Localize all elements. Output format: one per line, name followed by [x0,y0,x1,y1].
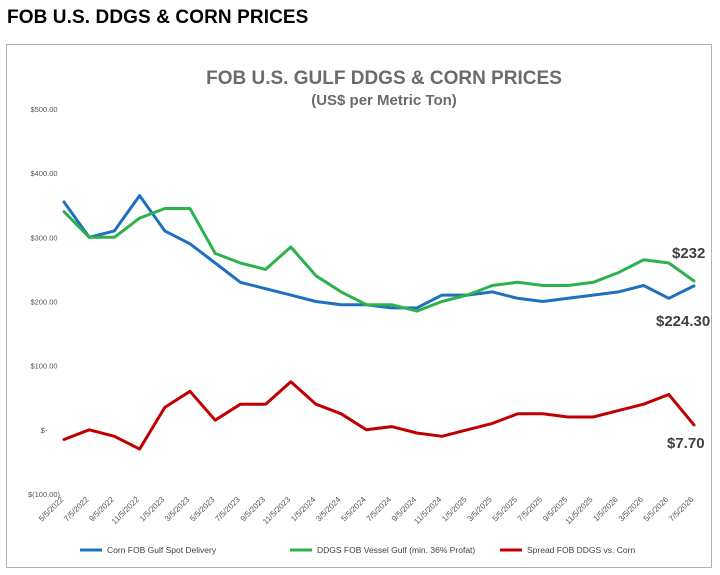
x-tick-label: 3/5/2025 [465,495,494,524]
y-tick-label: $(100.00) [28,490,61,499]
y-tick-label: $- [41,426,48,435]
x-tick-label: 5/5/2023 [188,495,217,524]
x-tick-label: 11/5/2025 [564,495,595,526]
x-tick-label: 11/5/2022 [110,495,141,526]
x-tick-label: 11/5/2024 [412,495,443,526]
x-tick-label: 1/5/2023 [138,495,167,524]
x-tick-label: 3/5/2023 [163,495,192,524]
x-tick-label: 1/5/2025 [440,495,469,524]
x-tick-label: 3/5/2024 [314,495,343,524]
legend-entry: DDGS FOB Vessel Gulf (min. 36% Profat) [317,545,475,555]
spread-end-label: $7.70 [667,435,705,452]
x-tick-label: 11/5/2023 [261,495,292,526]
series-line-2 [62,380,696,451]
corn-end-label: $224.30 [656,313,710,330]
x-tick-label: 7/5/2023 [213,495,242,524]
y-tick-label: $200.00 [30,298,57,307]
x-tick-label: 1/5/2024 [289,495,318,524]
series-lines [62,194,696,451]
legend-entry: Corn FOB Gulf Spot Delivery [107,545,217,555]
x-tick-label: 7/5/2022 [62,495,91,524]
legend: Corn FOB Gulf Spot Delivery DDGS FOB Vess… [80,545,635,555]
y-axis: $(100.00) $- $100.00 $200.00 $300.00 $400.00 $… [28,105,61,499]
y-tick-label: $400.00 [30,169,57,178]
chart-title: FOB U.S. GULF DDGS & CORN PRICES [206,68,562,89]
page-heading: FOB U.S. DDGS & CORN PRICES [7,7,309,28]
x-tick-label: 5/5/2024 [339,495,368,524]
y-tick-label: $500.00 [30,105,57,114]
x-axis: 5/5/20227/5/20229/5/202211/5/20221/5/202… [37,495,696,527]
x-tick-label: 7/5/2026 [667,495,696,524]
series-line-1 [62,207,696,313]
x-tick-label: 7/5/2024 [365,495,394,524]
x-tick-label: 5/5/2026 [642,495,671,524]
x-tick-label: 7/5/2025 [516,495,545,524]
x-tick-label: 5/5/2025 [491,495,520,524]
ddgs-end-label: $232 [672,245,705,262]
chart-frame [6,44,712,568]
x-tick-label: 3/5/2026 [617,495,646,524]
y-tick-label: $100.00 [30,362,57,371]
series-line-0 [62,194,696,310]
x-tick-label: 1/5/2026 [591,495,620,524]
end-labels: $232 $224.30 $7.70 [656,245,710,452]
legend-entry: Spread FOB DDGS vs. Corn [527,545,635,555]
chart-subtitle: (US$ per Metric Ton) [311,92,457,109]
y-tick-label: $300.00 [30,233,57,242]
